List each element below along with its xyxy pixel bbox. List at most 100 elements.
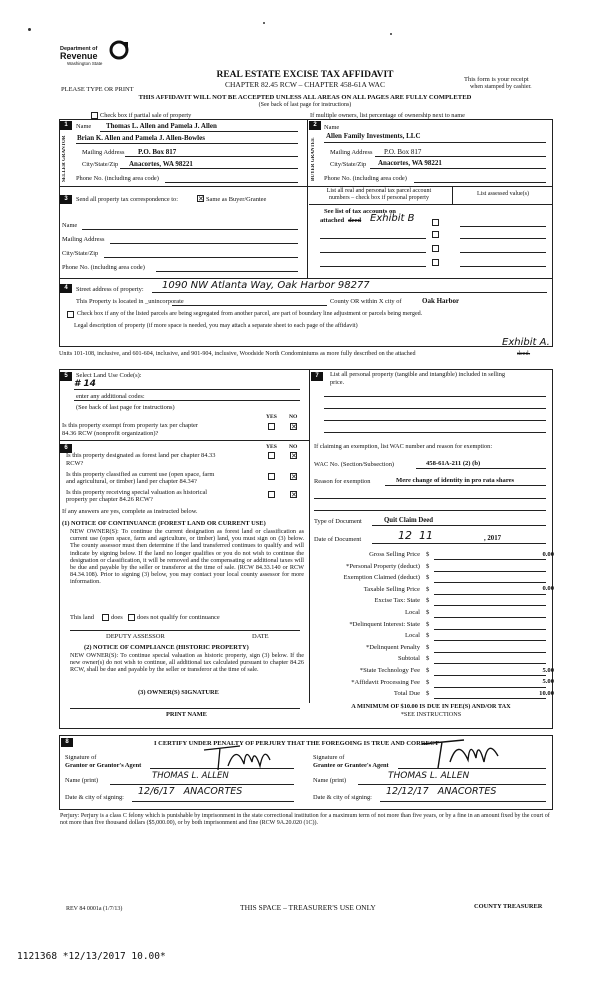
tax-row-currency: $ xyxy=(426,574,430,582)
tax-row-value[interactable]: 10.00 xyxy=(539,689,554,697)
buyer-name-1[interactable]: Allen Family Investments, LLC xyxy=(326,132,421,140)
section-4-tag: 4 xyxy=(60,284,72,293)
land-use-handwritten[interactable]: # 14 xyxy=(74,379,96,389)
exemption-claim-label: If claiming an exemption, list WAC numbe… xyxy=(314,443,493,450)
parcel-line-1 xyxy=(320,238,426,239)
tax-row-line xyxy=(434,582,546,584)
buyer-city[interactable]: Anacortes, WA 98221 xyxy=(378,159,442,167)
tax-row-line xyxy=(434,686,546,688)
see-back-note: (See back of last page for instructions) xyxy=(258,102,352,108)
tax-row-line xyxy=(434,559,546,560)
personal-property-label-2: price. xyxy=(330,379,345,386)
reason-line-3 xyxy=(314,510,546,511)
tax-row-line xyxy=(434,640,546,642)
tax-row-currency: $ xyxy=(426,690,430,698)
tax-row-currency: $ xyxy=(426,597,430,605)
corr-name-label: Name xyxy=(62,222,78,229)
tax-row-currency: $ xyxy=(426,585,430,593)
notice1-title: (1) NOTICE OF CONTINUANCE (FOREST LAND O… xyxy=(62,520,266,527)
parcel-checkbox-1[interactable] xyxy=(432,219,439,226)
parcels-header: List all real and personal tax parcel ac… xyxy=(326,188,432,194)
exempt-question: Is this property exempt from property ta… xyxy=(62,422,198,429)
s5-yes: YES xyxy=(266,414,277,420)
tax-row-currency: $ xyxy=(426,643,430,651)
segregated-checkbox[interactable] xyxy=(67,311,74,318)
section-7-tag: 7 xyxy=(311,372,323,381)
exempt-yes-checkbox[interactable] xyxy=(268,423,275,430)
minimum-note: A MINIMUM OF $10.00 IS DUE IN FEE(S) AND… xyxy=(351,703,511,710)
if-yes-note: If any answers are yes, complete as inst… xyxy=(62,508,198,515)
seller-mailing[interactable]: P.O. Box 817 xyxy=(138,148,177,156)
owner-sig-label: (3) OWNER(S) SIGNATURE xyxy=(138,689,219,696)
tax-row-value[interactable]: 5.00 xyxy=(542,678,554,686)
reason-value[interactable]: Mere change of identity in pro rata shar… xyxy=(396,477,515,484)
does-checkbox[interactable] xyxy=(102,614,109,621)
tax-row-currency: $ xyxy=(426,655,430,663)
parcel-checkbox-3[interactable] xyxy=(432,245,439,252)
grantor-name-handwritten[interactable]: THOMAS L. ALLEN xyxy=(152,771,229,781)
tax-row-label: *Personal Property (deduct) xyxy=(346,562,420,570)
receipt-note-2: when stamped by cashier. xyxy=(470,84,532,90)
tax-row-value[interactable]: 5.00 xyxy=(542,666,554,674)
logo-dept: Department of xyxy=(60,46,98,52)
tax-row-currency: $ xyxy=(426,562,430,570)
historic-yes-checkbox[interactable] xyxy=(268,491,275,498)
same-as-buyer-checkbox[interactable]: ✕ xyxy=(197,195,204,203)
grantor-sig-line xyxy=(150,768,294,769)
forest-yes-checkbox[interactable] xyxy=(268,452,275,459)
buyer-mailing-label: Mailing Address xyxy=(330,149,373,156)
doc-year: , 2017 xyxy=(484,535,501,542)
doc-date-handwritten[interactable]: 12 11 xyxy=(398,529,433,542)
doc-type-value[interactable]: Quit Claim Deed xyxy=(384,517,434,524)
current-use-no-checkbox[interactable]: ✕ xyxy=(290,473,297,481)
tax-row-label: Total Due xyxy=(393,690,420,698)
tax-row-currency: $ xyxy=(426,609,430,616)
tax-row-value[interactable]: 0.00 xyxy=(542,550,554,558)
does-not-checkbox[interactable] xyxy=(128,614,135,621)
s6-no: NO xyxy=(289,444,298,450)
exhibit-b-handwritten: Exhibit B xyxy=(370,213,415,224)
grantor-date-line xyxy=(132,801,294,802)
tax-row-line xyxy=(434,651,546,653)
legal-desc-label: Legal description of property (if more s… xyxy=(74,323,358,329)
seller-name-2[interactable]: Brian K. Allen and Pamela J. Allen-Bowle… xyxy=(77,134,205,142)
exempt-question-2: 84.36 RCW (nonprofit organization)? xyxy=(62,430,159,437)
tax-row-value[interactable]: 0.00 xyxy=(542,585,554,593)
wac-line xyxy=(416,468,546,469)
buyer-mailing[interactable]: P.O. Box 817 xyxy=(384,148,422,156)
seller-phone-label: Phone No. (including area code) xyxy=(76,175,159,182)
assessed-line-2 xyxy=(460,238,546,239)
additional-codes-label: enter any additional codes: xyxy=(76,393,145,400)
corr-mailing-line xyxy=(110,243,298,244)
parcel-checkbox-4[interactable] xyxy=(432,259,439,266)
tax-row-label: Gross Selling Price xyxy=(369,551,420,558)
street-label: Street address of property: xyxy=(76,286,144,293)
partial-sale-checkbox[interactable] xyxy=(91,112,98,119)
mid-divider xyxy=(307,119,308,279)
parcel-checkbox-2[interactable] xyxy=(432,231,439,238)
street-value-handwritten[interactable]: 1090 NW Atlanta Way, Oak Harbor 98277 xyxy=(162,280,370,291)
grantee-name-handwritten[interactable]: THOMAS L. ALLEN xyxy=(388,771,470,781)
owner-sig-line xyxy=(70,708,300,709)
wac-value[interactable]: 458-61A-211 (2) (b) xyxy=(426,460,481,467)
tax-row-line xyxy=(434,617,546,618)
tax-row-currency: $ xyxy=(426,667,430,674)
seller-city[interactable]: Anacortes, WA 98221 xyxy=(129,160,193,168)
exempt-no-checkbox[interactable]: ✕ xyxy=(290,423,297,431)
pp-line-2 xyxy=(324,408,546,409)
historic-question: Is this property receiving special valua… xyxy=(66,489,208,496)
grantee-signature xyxy=(421,739,499,769)
same-as-buyer-label: Same as Buyer/Grantee xyxy=(206,196,267,203)
section-2-tag: 2 xyxy=(309,121,321,130)
current-use-yes-checkbox[interactable] xyxy=(268,473,275,480)
certify-statement: I CERTIFY UNDER PENALTY OF PERJURY THAT … xyxy=(154,740,439,747)
parcels-header-line xyxy=(309,204,553,205)
parcels-header-2: numbers – check box if personal property xyxy=(329,195,429,201)
see-instructions: *SEE INSTRUCTIONS xyxy=(400,711,462,718)
grantee-date-handwritten[interactable]: 12/12/17 ANACORTES xyxy=(386,786,497,797)
buyer-side-label: BUYER GRANTEE xyxy=(311,137,316,181)
historic-no-checkbox[interactable]: ✕ xyxy=(290,491,297,499)
forest-no-checkbox[interactable]: ✕ xyxy=(290,452,297,460)
grantor-date-handwritten[interactable]: 12/6/17 ANACORTES xyxy=(138,786,243,797)
buyer-city-line xyxy=(370,168,546,169)
